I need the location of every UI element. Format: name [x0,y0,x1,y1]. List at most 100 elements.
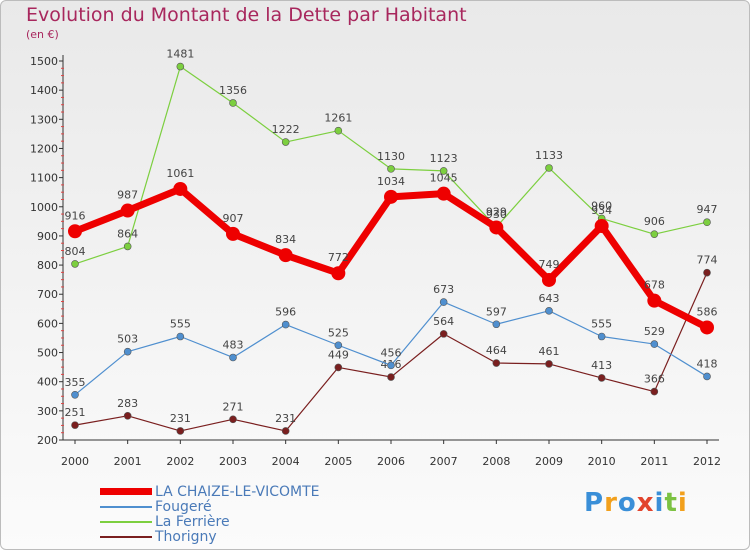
legend-label-fougere: Fougeré [155,499,212,515]
data-point [281,320,290,329]
data-label: 564 [433,315,454,328]
data-label: 366 [644,373,665,386]
x-tick-label: 2005 [324,455,352,468]
data-point [542,272,556,287]
data-point [703,268,711,277]
data-label: 749 [539,258,560,271]
data-point [281,138,290,146]
data-point [594,219,609,234]
chart-subtitle: (en €) [26,28,59,41]
y-tick-label: 500 [37,347,58,360]
data-label: 930 [486,208,507,221]
data-label: 804 [65,245,86,258]
y-tick-label: 1300 [30,113,58,126]
data-point [229,353,237,362]
series-2: 804 864 1481 1356 1222 1261 1130 1123 930 1133 960… [65,48,718,268]
logo-letter: i [654,488,665,518]
x-tick-label: 2006 [377,455,405,468]
data-point [703,218,711,227]
data-label: 929 [486,205,507,218]
data-label: 271 [223,400,244,413]
data-point [226,226,240,241]
data-label: 960 [591,199,612,212]
data-point [545,360,553,368]
data-label: 864 [117,227,138,240]
data-point [334,363,343,372]
data-point [176,332,185,341]
data-label: 503 [117,333,138,346]
data-label: 1356 [219,84,247,97]
logo-letter: x [636,488,655,518]
data-label: 483 [223,338,244,351]
chart-title: Evolution du Montant de la Dette par Hab… [26,4,467,26]
data-label: 596 [275,306,296,319]
y-tick-label: 600 [37,317,58,330]
data-label: 449 [328,348,349,361]
data-point [545,164,553,172]
data-label: 907 [223,212,244,225]
data-point [334,126,343,135]
data-point [176,427,185,435]
data-point [436,186,451,201]
data-label: 987 [117,189,138,202]
data-label: 231 [170,412,191,425]
data-point [387,361,395,370]
series-3: 251283231271231449416564464461413366774 [65,254,718,435]
y-tick-label: 1100 [30,172,58,185]
x-tick-label: 2003 [219,455,247,468]
legend-swatch-chaize [100,488,152,495]
x-tick-label: 2004 [272,455,300,468]
data-label: 772 [328,251,349,264]
data-point [700,320,714,335]
data-point [650,340,659,348]
data-point [650,230,659,238]
data-point [173,181,188,196]
x-tick-label: 2002 [166,455,194,468]
logo-letter: t [664,488,678,518]
data-label: 916 [65,209,86,222]
data-label: 555 [591,318,612,331]
data-label: 1261 [324,112,352,125]
x-tick-label: 2010 [588,455,616,468]
data-point [71,421,79,429]
data-point [71,260,79,268]
x-tick-label: 2009 [535,455,563,468]
data-label: 586 [697,305,718,318]
series-line [71,185,711,331]
data-label: 231 [275,412,296,425]
data-point [123,347,132,356]
logo-letter: i [677,488,688,518]
data-label: 1481 [166,48,194,61]
data-point [123,242,132,251]
data-label: 1130 [377,150,405,163]
x-tick-label: 2001 [114,455,142,468]
data-point [647,293,662,308]
y-tick-label: 1400 [30,84,58,97]
data-point [281,427,290,435]
data-label: 673 [433,283,454,296]
data-point [650,387,659,396]
series-1: 355 503 555 483 596 525 456 673 597 643 555 529 418 [65,283,718,399]
data-point [334,341,343,350]
data-point [439,298,448,306]
y-tick-label: 900 [37,230,58,243]
data-label: 643 [539,292,560,305]
data-label: 355 [65,376,86,389]
legend-label-ferriere: La Ferrière [155,514,230,530]
data-point [597,332,606,341]
logo-letter: P [584,488,605,518]
data-point [68,224,82,239]
data-label: 774 [697,254,718,267]
data-label: 678 [644,279,665,292]
data-point [489,220,504,235]
y-tick-label: 1000 [30,201,58,214]
x-tick-label: 2000 [61,455,89,468]
y-tick-label: 700 [37,288,58,301]
data-label: 464 [486,344,507,357]
data-label: 418 [697,357,718,370]
data-label: 1222 [272,123,300,136]
y-tick-label: 300 [37,405,58,418]
data-label: 934 [591,204,612,217]
data-point [545,307,553,315]
